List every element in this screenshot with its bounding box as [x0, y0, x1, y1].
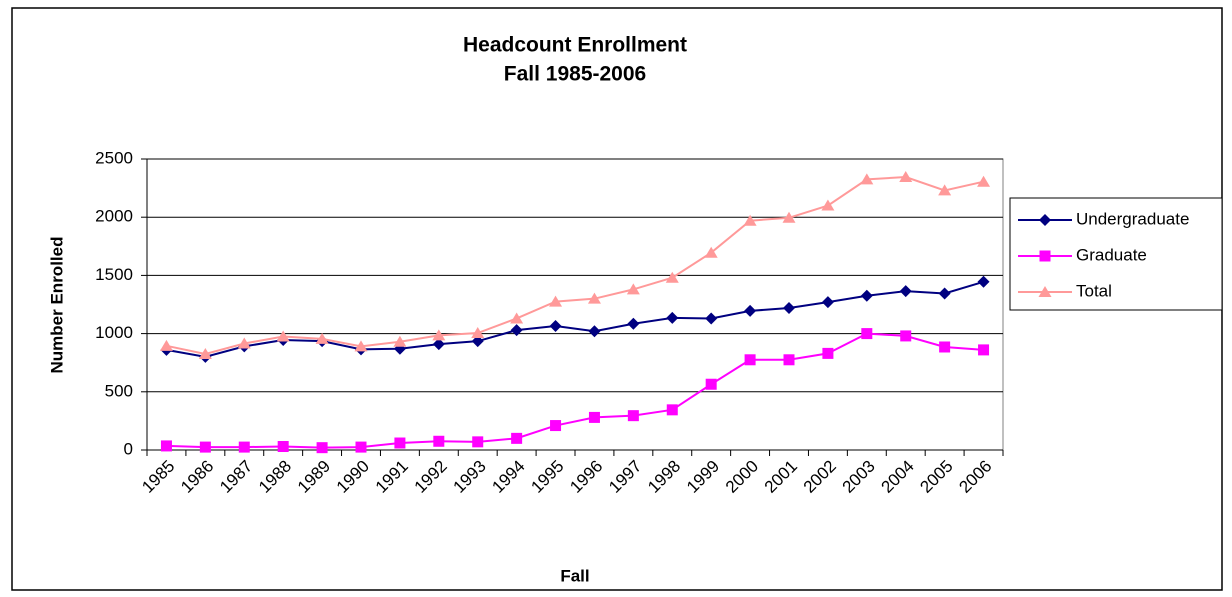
legend-label: Graduate [1076, 245, 1147, 264]
marker [821, 199, 835, 211]
chart-title: Headcount Enrollment [463, 34, 687, 57]
marker [511, 432, 523, 444]
marker [471, 335, 484, 348]
marker [510, 324, 523, 337]
marker [588, 325, 601, 338]
marker [432, 329, 446, 341]
series-line [166, 176, 984, 355]
marker [783, 354, 795, 366]
marker [277, 441, 289, 453]
marker [705, 378, 717, 390]
y-tick-label: 1500 [95, 265, 133, 284]
y-tick-label: 2500 [95, 148, 133, 167]
x-axis-title: Fall [560, 566, 589, 585]
y-axis-title: Number Enrolled [47, 237, 66, 374]
marker [355, 441, 367, 453]
marker [899, 171, 913, 183]
marker [744, 354, 756, 366]
marker [627, 317, 640, 330]
marker [821, 296, 834, 309]
marker [588, 411, 600, 423]
chart-subtitle: Fall 1985-2006 [504, 63, 646, 86]
marker [938, 184, 952, 196]
marker [822, 347, 834, 359]
marker [783, 301, 795, 314]
marker [393, 335, 407, 347]
marker [704, 246, 718, 258]
marker [666, 404, 678, 416]
legend-marker [1038, 286, 1052, 297]
marker [472, 436, 484, 448]
legend-marker [1039, 250, 1051, 262]
legend-label: Total [1076, 281, 1112, 300]
series-line [166, 332, 984, 449]
marker [587, 292, 601, 304]
marker [276, 330, 290, 342]
marker [977, 175, 991, 187]
marker [744, 304, 757, 317]
marker [198, 347, 212, 359]
marker [977, 275, 990, 288]
marker [899, 285, 912, 298]
marker [705, 312, 718, 325]
marker [860, 173, 874, 185]
marker [743, 214, 757, 226]
legend-marker [1039, 214, 1051, 226]
marker [471, 327, 485, 339]
y-tick-label: 0 [124, 439, 133, 458]
marker [666, 311, 679, 324]
marker [433, 435, 445, 447]
marker [354, 340, 368, 352]
marker [627, 410, 639, 422]
legend-label: Undergraduate [1076, 209, 1189, 228]
y-tick-label: 500 [105, 381, 133, 400]
marker [939, 341, 951, 353]
marker [665, 271, 679, 283]
marker [860, 289, 873, 302]
marker [978, 344, 990, 356]
series-line [166, 280, 984, 358]
marker [394, 437, 406, 449]
marker [432, 338, 445, 351]
marker [510, 312, 524, 324]
marker [199, 441, 211, 453]
marker [549, 295, 563, 307]
marker [782, 211, 796, 223]
marker [861, 328, 873, 340]
marker [160, 440, 172, 452]
plot-area [146, 158, 1004, 451]
marker [238, 441, 250, 453]
marker [938, 287, 951, 300]
marker [315, 332, 329, 344]
marker [237, 337, 251, 349]
y-tick-label: 2000 [95, 207, 133, 226]
marker [549, 320, 562, 333]
marker [900, 330, 912, 342]
marker [550, 420, 562, 432]
y-tick-label: 1000 [95, 323, 133, 342]
marker [159, 339, 173, 351]
marker [316, 442, 328, 454]
marker [626, 283, 640, 295]
